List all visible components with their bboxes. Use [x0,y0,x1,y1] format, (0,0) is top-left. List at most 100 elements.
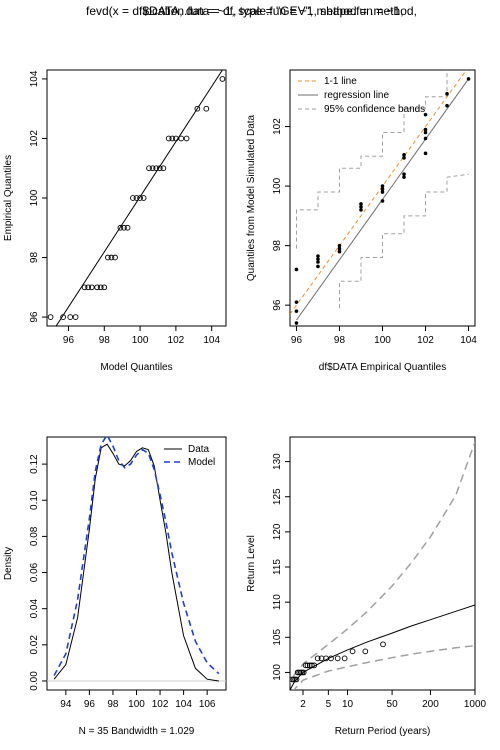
data-point [380,184,385,188]
data-point [380,190,385,194]
y-tick-label: 105 [272,629,283,646]
plot-box [289,436,476,691]
y-tick-label: 100 [272,664,283,681]
data-point [302,662,309,669]
data-point [380,187,385,191]
x-tick-label: 2 [300,699,306,710]
panel-density: 94 96 98 100 102 104 106 0.00 0.02 0.04 0.06 0.08 0.… [3,436,227,737]
legend-label: regression line [324,90,389,101]
y-tick-label: 98 [29,252,40,264]
x-tick-label: 98 [334,335,346,346]
data-point [423,136,428,141]
y-tick-label: 130 [272,453,283,470]
y-tick-label: 0.12 [29,454,40,474]
data-point [359,202,363,206]
y-tick-label: 0.06 [29,562,40,582]
plot-box [46,436,227,691]
data-point [294,267,299,272]
data-point [337,243,342,248]
call-text-line2: location.fun = ~1, scale.fun = ~1, shape… [86,4,404,18]
y-tick-label: 102 [29,130,40,147]
y-tick-label: 0.10 [29,490,40,510]
ci-upper-line [290,441,475,684]
x-tick-label: 104 [175,699,192,710]
data-point [146,165,152,172]
data-point [153,165,160,172]
x-tick-label: 104 [203,335,220,346]
data-point [293,676,300,683]
data-point [121,224,127,231]
y-tick-label: 104 [29,70,40,87]
data-point [94,284,100,291]
legend-label: 95% confidence bands [324,104,425,115]
data-point [149,165,156,172]
data-point [124,224,131,231]
y-tick-label: 96 [272,299,283,311]
x-tick-label: 5 [326,699,332,710]
data-density-line [53,443,219,682]
x-tick-label: 102 [152,699,169,710]
data-point [402,175,406,179]
data-point [194,105,201,112]
data-point [117,224,124,231]
y-tick-label: 102 [272,118,283,135]
y-tick-label: 125 [272,488,283,505]
legend-label: 1-1 line [324,76,357,87]
plot-area [290,70,471,325]
data-point [337,249,342,254]
data-point [380,199,385,203]
data-point [183,135,190,142]
panel-qq-simulated: 96 98 100 102 104 96 98 100 102 df$DATA Empirical… [246,69,477,373]
data-point [349,648,356,655]
plot-area [290,441,475,690]
x-tick-label: 1000 [464,699,487,710]
x-tick-label: 10 [342,699,354,710]
data-point [314,655,321,662]
data-point [160,165,167,172]
x-tick-label: 100 [374,335,391,346]
data-point [402,172,406,176]
data-point [445,92,449,96]
data-point [362,648,369,655]
data-point [334,655,341,662]
confidence-band-lower [339,173,469,309]
x-axis-label: N = 35 Bandwidth = 1.029 [79,726,195,737]
data-point [140,195,147,201]
call-text-line1: fevd(x = df$DATA, data = df, type = "GEV… [86,4,417,18]
data-point [380,641,386,648]
data-point [359,208,363,212]
data-point [101,284,108,291]
x-tick-label: 50 [387,699,399,710]
y-tick-label: 100 [29,189,40,206]
data-point [219,76,226,82]
data-point [81,284,88,291]
return-level-line [290,604,475,690]
x-axis-label: Return Period (years) [335,726,431,737]
data-point [402,156,406,160]
x-tick-label: 100 [128,699,145,710]
data-point [178,135,185,142]
legend-label: Model [188,457,215,468]
plot-area [47,437,226,682]
y-axis-label: Quantiles from Model Simulated Data [246,114,257,281]
data-point [97,284,104,291]
data-point [311,662,318,669]
data-point [60,314,66,320]
data-point [294,309,299,313]
data-point [137,195,143,201]
x-tick-label: 96 [84,699,96,710]
plot-box [46,69,227,327]
data-point [173,135,179,142]
data-point [341,655,348,662]
y-tick-label: 100 [272,177,283,194]
data-point [423,130,428,135]
y-axis-label: Density [3,547,14,580]
data-point [156,165,163,172]
data-point [423,127,428,132]
data-point [337,246,342,251]
y-axis-label: Empirical Quantiles [3,155,14,241]
x-tick-label: 102 [168,335,185,346]
data-point [294,321,299,325]
